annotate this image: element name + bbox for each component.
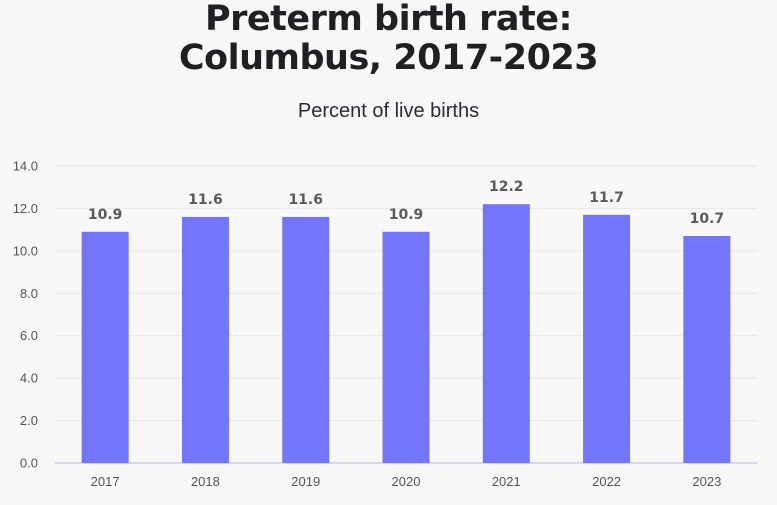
y-tick-label: 14.0 — [13, 159, 38, 174]
x-tick-label: 2020 — [392, 474, 421, 489]
data-label-2017: 10.9 — [88, 207, 123, 223]
y-tick-label: 0.0 — [20, 456, 38, 471]
x-tick-label: 2023 — [692, 474, 721, 489]
x-tick-label: 2017 — [91, 474, 120, 489]
bar-2017 — [81, 231, 129, 463]
x-tick-label: 2018 — [191, 474, 220, 489]
y-tick-label: 4.0 — [20, 371, 38, 386]
y-tick-label: 2.0 — [20, 413, 38, 428]
y-tick-label: 10.0 — [13, 243, 38, 258]
bar-2020 — [382, 231, 430, 463]
data-label-2020: 10.9 — [389, 207, 424, 223]
chart-title: Preterm birth rate: Columbus, 2017-2023 — [0, 0, 777, 78]
x-tick-label: 2022 — [592, 474, 621, 489]
chart-title-line-1: Preterm birth rate: — [204, 0, 573, 39]
chart-title-line-2: Columbus, 2017-2023 — [178, 38, 599, 78]
y-tick-label: 12.0 — [13, 201, 38, 216]
data-label-2018: 11.6 — [188, 192, 223, 208]
data-label-2022: 11.7 — [589, 190, 624, 206]
bar-2022 — [583, 214, 631, 463]
bar-2019 — [282, 216, 330, 463]
y-tick-label: 8.0 — [20, 286, 38, 301]
chart-subtitle: Percent of live births — [297, 100, 480, 122]
data-label-2023: 10.7 — [690, 211, 725, 227]
data-label-2019: 11.6 — [288, 192, 323, 208]
y-tick-label: 6.0 — [20, 328, 38, 343]
data-label-2021: 12.2 — [489, 179, 524, 195]
x-tick-label: 2019 — [291, 474, 320, 489]
bar-2018 — [181, 216, 229, 463]
bar-2021 — [482, 204, 530, 463]
bar-2023 — [683, 236, 731, 463]
x-tick-label: 2021 — [492, 474, 521, 489]
